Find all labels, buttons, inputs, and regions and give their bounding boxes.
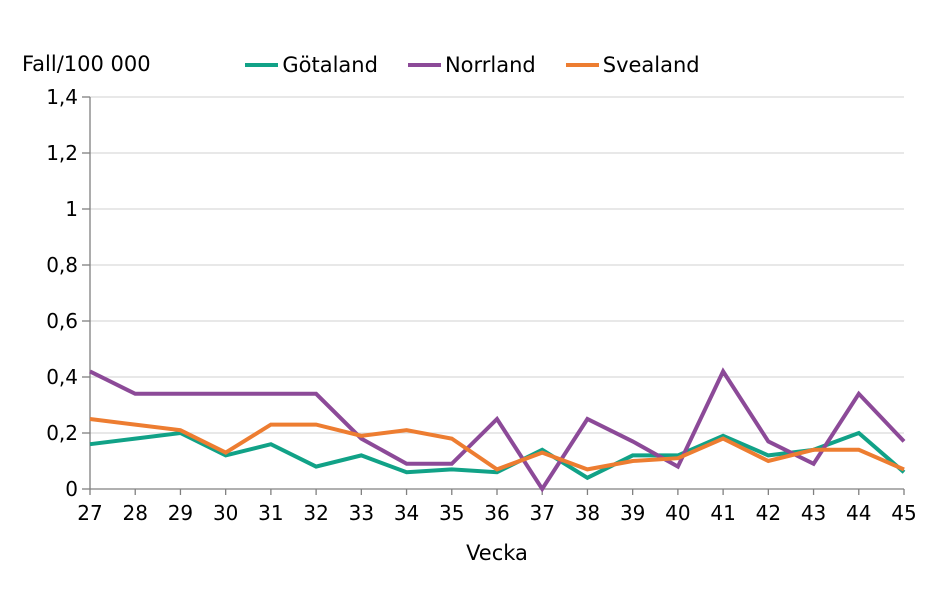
x-tick-label: 33	[349, 501, 374, 525]
x-tick-label: 30	[213, 501, 238, 525]
y-tick-label: 1,2	[46, 141, 78, 165]
x-tick-label: 42	[756, 501, 781, 525]
x-tick-label: 28	[122, 501, 147, 525]
series-line-norrland	[89, 367, 906, 493]
y-tick-label: 0	[65, 477, 78, 501]
y-tick-label: 0,4	[46, 365, 78, 389]
y-tick-label: 0,6	[46, 309, 78, 333]
x-tick-label: 43	[801, 501, 826, 525]
axes	[89, 97, 904, 490]
x-tick-label: 36	[484, 501, 509, 525]
series-lines	[89, 367, 906, 493]
y-tick-label: 1,4	[46, 85, 78, 109]
x-tick-label: 32	[303, 501, 328, 525]
y-tick-label: 1	[65, 197, 78, 221]
y-axis-ticks	[82, 96, 90, 490]
x-tick-label: 39	[620, 501, 645, 525]
y-axis-title: Fall/100 000	[22, 52, 151, 76]
x-tick-label: 38	[575, 501, 600, 525]
x-tick-label: 37	[529, 501, 554, 525]
y-tick-label: 0,2	[46, 421, 78, 445]
x-tick-label: 44	[846, 501, 871, 525]
y-tick-label: 0,8	[46, 253, 78, 277]
x-axis-labels: 27 28 29 30 31 32 33 34 35 36 37 38 39 40 41 42 43 44 45	[77, 501, 916, 525]
x-tick-label: 35	[439, 501, 464, 525]
x-tick-label: 29	[168, 501, 193, 525]
x-tick-label: 34	[394, 501, 419, 525]
gridlines	[90, 96, 904, 434]
x-tick-label: 31	[258, 501, 283, 525]
x-axis-title: Vecka	[466, 541, 528, 565]
x-tick-label: 27	[77, 501, 102, 525]
y-axis-labels: 0 0,2 0,4 0,6 0,8 1 1,2 1,4	[46, 85, 78, 501]
series-line-svealand	[89, 417, 905, 472]
series-line-gtaland	[89, 430, 906, 481]
x-tick-label: 41	[710, 501, 735, 525]
x-axis-ticks	[89, 489, 905, 495]
x-tick-label: 45	[891, 501, 916, 525]
x-tick-label: 40	[665, 501, 690, 525]
